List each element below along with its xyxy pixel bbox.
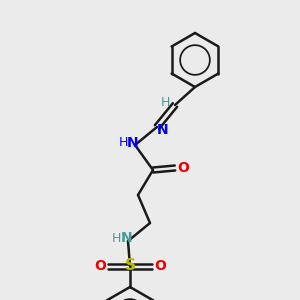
Text: S: S [124,259,136,274]
Text: N: N [121,231,133,245]
Text: H: H [160,95,170,109]
Text: N: N [127,136,139,150]
Text: O: O [177,161,189,175]
Text: N: N [157,123,169,137]
Text: H: H [111,232,121,244]
Text: H: H [118,136,128,149]
Text: O: O [154,259,166,273]
Text: O: O [94,259,106,273]
